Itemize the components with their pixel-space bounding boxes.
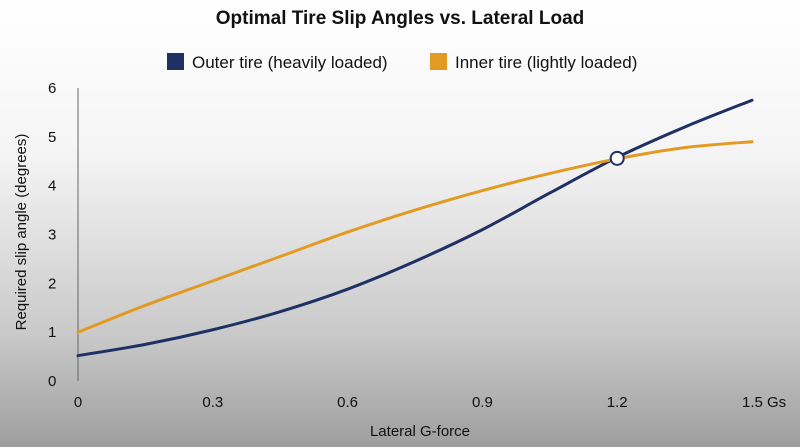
series-line-inner-tire bbox=[76, 140, 754, 334]
legend-swatch-inner-tire bbox=[430, 53, 447, 70]
x-tick-label: 0.6 bbox=[337, 394, 358, 411]
legend-label-inner-tire: Inner tire (lightly loaded) bbox=[455, 53, 637, 72]
y-tick-label: 2 bbox=[48, 275, 56, 292]
legend-swatch-outer-tire bbox=[167, 53, 184, 70]
y-tick-label: 4 bbox=[48, 178, 56, 195]
series-group bbox=[76, 98, 754, 358]
x-axis-label: Lateral G-force bbox=[370, 423, 470, 440]
y-tick-label: 5 bbox=[48, 129, 56, 146]
y-axis-ticks: 0 1 2 3 4 5 6 bbox=[48, 80, 56, 390]
y-tick-label: 6 bbox=[48, 80, 56, 97]
x-tick-label: 0.9 bbox=[472, 394, 493, 411]
x-tick-label: 0 bbox=[74, 394, 82, 411]
intersection-marker bbox=[609, 150, 625, 166]
x-tick-label: 0.3 bbox=[202, 394, 223, 411]
legend: Outer tire (heavily loaded) Inner tire (… bbox=[167, 53, 637, 72]
legend-label-outer-tire: Outer tire (heavily loaded) bbox=[192, 53, 388, 72]
y-axis-label: Required slip angle (degrees) bbox=[13, 134, 30, 331]
y-tick-label: 3 bbox=[48, 227, 56, 244]
y-tick-label: 0 bbox=[48, 373, 56, 390]
series-line-outer-tire bbox=[76, 98, 754, 358]
x-tick-label: 1.2 bbox=[607, 394, 628, 411]
y-tick-label: 1 bbox=[48, 324, 56, 341]
x-axis-ticks: 0 0.3 0.6 0.9 1.2 1.5 Gs bbox=[74, 394, 786, 411]
x-tick-label: 1.5 Gs bbox=[742, 394, 786, 411]
chart-title: Optimal Tire Slip Angles vs. Lateral Loa… bbox=[216, 8, 585, 29]
